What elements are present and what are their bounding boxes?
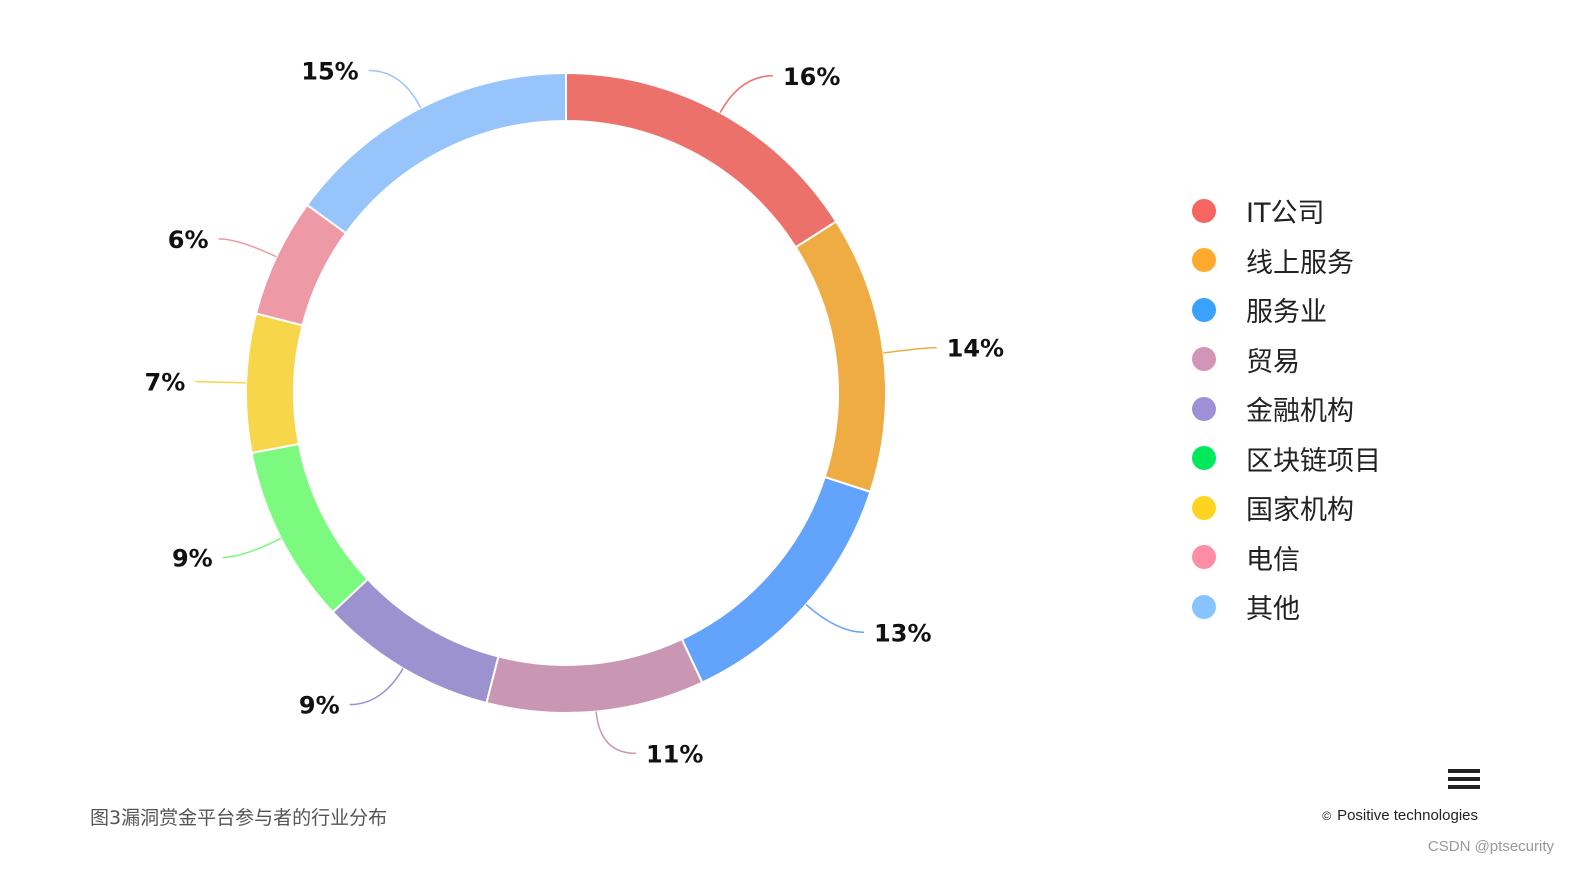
legend-item[interactable]: IT公司 <box>1192 186 1381 236</box>
legend-item[interactable]: 其他 <box>1192 582 1381 632</box>
legend-swatch <box>1192 347 1216 372</box>
leader-line <box>222 537 282 559</box>
donut-slice[interactable] <box>485 637 704 714</box>
legend-label: 区块链项目 <box>1246 445 1381 477</box>
legend-label: IT公司 <box>1246 198 1325 230</box>
value-label: 9% <box>299 692 340 720</box>
donut-slice[interactable] <box>305 71 567 235</box>
legend-item[interactable]: 国家机构 <box>1192 483 1381 533</box>
chart-legend: IT公司线上服务服务业贸易金融机构区块链项目国家机构电信其他 <box>1192 186 1381 632</box>
legend-item[interactable]: 电信 <box>1192 533 1381 583</box>
chart-value-labels: 16% 14% 13% 11% 9% 9% 7% 6% 15% <box>145 57 1005 768</box>
legend-label: 贸易 <box>1246 346 1300 378</box>
legend-swatch <box>1192 198 1216 223</box>
legend-swatch <box>1192 248 1216 273</box>
legend-label: 其他 <box>1246 594 1300 626</box>
value-label: 15% <box>301 57 358 85</box>
leader-line <box>349 668 404 706</box>
legend-label: 电信 <box>1246 544 1300 576</box>
legend-swatch <box>1192 545 1216 570</box>
donut-slice[interactable] <box>245 312 304 455</box>
donut-slice[interactable] <box>250 442 370 614</box>
hamburger-menu-icon[interactable] <box>1448 769 1480 793</box>
leader-line <box>218 238 277 258</box>
legend-label: 服务业 <box>1246 297 1327 329</box>
leader-line <box>719 75 773 113</box>
watermark: CSDN @ptsecurity <box>1427 838 1554 855</box>
legend-item[interactable]: 服务业 <box>1192 285 1381 335</box>
chart-caption: 图3漏洞赏金平台参与者的行业分布 <box>90 807 388 829</box>
value-label: 7% <box>145 369 186 397</box>
legend-swatch <box>1192 495 1216 520</box>
chart-leader-lines <box>195 69 937 755</box>
copyright-text: Positive technologies <box>1337 807 1478 824</box>
legend-item[interactable]: 贸易 <box>1192 335 1381 385</box>
donut-slice[interactable] <box>331 577 500 705</box>
legend-item[interactable]: 金融机构 <box>1192 384 1381 434</box>
chart-slices <box>245 71 887 714</box>
legend-swatch <box>1192 594 1216 619</box>
value-label: 9% <box>172 544 213 572</box>
value-label: 6% <box>168 226 209 254</box>
copyright-notice: © Positive technologies <box>1322 807 1478 824</box>
leader-line <box>595 711 636 755</box>
donut-slice[interactable] <box>680 475 872 684</box>
leader-line <box>883 346 937 354</box>
leader-line <box>805 604 865 634</box>
legend-swatch <box>1192 396 1216 421</box>
value-label: 16% <box>783 63 840 91</box>
leader-line <box>368 69 422 109</box>
copyright-icon: © <box>1322 809 1332 823</box>
legend-swatch <box>1192 446 1216 471</box>
value-label: 14% <box>947 335 1004 363</box>
donut-slice[interactable] <box>794 220 887 494</box>
legend-item[interactable]: 线上服务 <box>1192 236 1381 286</box>
legend-swatch <box>1192 297 1216 322</box>
legend-item[interactable]: 区块链项目 <box>1192 434 1381 484</box>
legend-label: 线上服务 <box>1246 247 1354 279</box>
legend-label: 国家机构 <box>1246 495 1354 527</box>
value-label: 11% <box>646 740 703 768</box>
legend-label: 金融机构 <box>1246 396 1354 428</box>
donut-slice[interactable] <box>565 71 838 249</box>
leader-line <box>195 380 247 384</box>
value-label: 13% <box>874 619 931 647</box>
